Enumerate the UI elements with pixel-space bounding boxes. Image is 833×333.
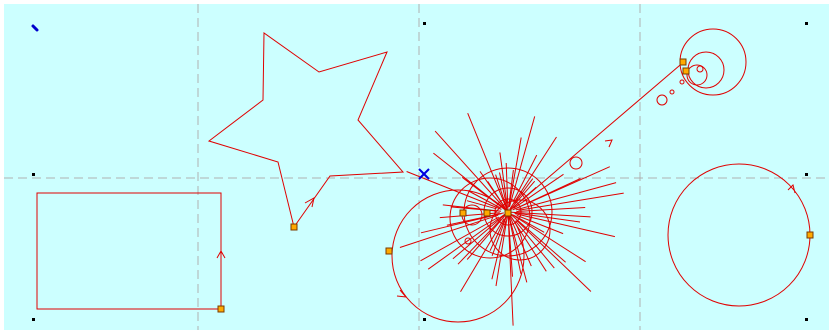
burst-ray bbox=[516, 219, 592, 292]
burst-ray bbox=[509, 136, 557, 210]
burst-shape[interactable] bbox=[391, 113, 624, 326]
burst-ray bbox=[460, 218, 505, 293]
burst-ray bbox=[495, 174, 508, 209]
burst-ray bbox=[516, 214, 564, 235]
burst-ray bbox=[466, 215, 505, 260]
start-point-handle-icon[interactable] bbox=[290, 223, 298, 231]
start-point-handles bbox=[217, 58, 814, 313]
burst-ray bbox=[509, 212, 586, 263]
burst-ray bbox=[466, 200, 497, 210]
burst-ray bbox=[508, 213, 532, 267]
direction-arrow-icon bbox=[216, 249, 226, 259]
direction-arrow-icon bbox=[604, 139, 613, 148]
burst-ray bbox=[512, 154, 538, 203]
origin-cross-icon[interactable] bbox=[418, 168, 430, 180]
start-point-handle-icon[interactable] bbox=[682, 67, 690, 75]
canvas-background bbox=[4, 4, 829, 330]
burst-ray bbox=[491, 220, 507, 280]
burst-ray bbox=[420, 216, 500, 262]
burst-ray bbox=[467, 190, 500, 208]
start-point-handle-icon[interactable] bbox=[483, 209, 491, 217]
burst-ray bbox=[505, 162, 509, 213]
cursor-dot-icon bbox=[31, 24, 39, 32]
burst-ray bbox=[452, 213, 506, 260]
burst-ray bbox=[434, 130, 507, 211]
star-shape[interactable] bbox=[207, 32, 405, 229]
direction-arrow-icon bbox=[304, 197, 315, 208]
burst-ray bbox=[518, 192, 624, 211]
burst-ray bbox=[457, 218, 502, 265]
corner-marker-icon bbox=[423, 318, 426, 321]
burst-ray bbox=[509, 211, 591, 218]
direction-arrow-icon bbox=[396, 289, 408, 298]
burst-ray bbox=[499, 152, 508, 203]
start-point-handle-icon[interactable] bbox=[806, 231, 814, 239]
burst-ray bbox=[509, 213, 566, 263]
start-point-handle-icon[interactable] bbox=[679, 58, 687, 66]
corner-marker-icon bbox=[32, 318, 35, 321]
start-point-handle-icon[interactable] bbox=[385, 247, 393, 255]
burst-ray bbox=[509, 180, 536, 211]
burst-ray bbox=[514, 220, 555, 269]
burst-ray bbox=[495, 214, 508, 287]
burst-ray bbox=[513, 173, 564, 209]
burst-ray bbox=[509, 116, 536, 207]
corner-marker-icon bbox=[423, 22, 426, 25]
burst-ray bbox=[399, 214, 499, 248]
burst-ray bbox=[487, 181, 505, 207]
burst-ray bbox=[427, 212, 507, 270]
grid-lines bbox=[4, 4, 829, 330]
start-point-handle-icon[interactable] bbox=[504, 209, 512, 217]
burst-ray bbox=[442, 204, 502, 212]
burst-ray bbox=[508, 137, 522, 208]
direction-arrow-icon bbox=[787, 184, 796, 194]
corner-marker-icon bbox=[805, 173, 808, 176]
corner-marker-icon bbox=[805, 318, 808, 321]
burst-ray bbox=[516, 207, 586, 212]
burst-ray bbox=[513, 178, 534, 204]
burst-ray bbox=[489, 212, 509, 251]
burst-ray bbox=[499, 172, 508, 208]
burst-ray bbox=[508, 214, 528, 283]
burst-ray bbox=[507, 214, 514, 326]
burst-ray bbox=[491, 214, 508, 256]
rectangle-shape[interactable] bbox=[36, 192, 226, 310]
corner-markers bbox=[32, 22, 808, 321]
start-point-handle-icon[interactable] bbox=[459, 209, 467, 217]
corner-marker-icon bbox=[805, 22, 808, 25]
start-point-handle-icon[interactable] bbox=[217, 305, 225, 313]
burst-ray bbox=[515, 182, 617, 211]
burst-ray bbox=[507, 213, 522, 274]
burst-ray bbox=[467, 113, 508, 211]
corner-marker-icon bbox=[32, 173, 35, 176]
